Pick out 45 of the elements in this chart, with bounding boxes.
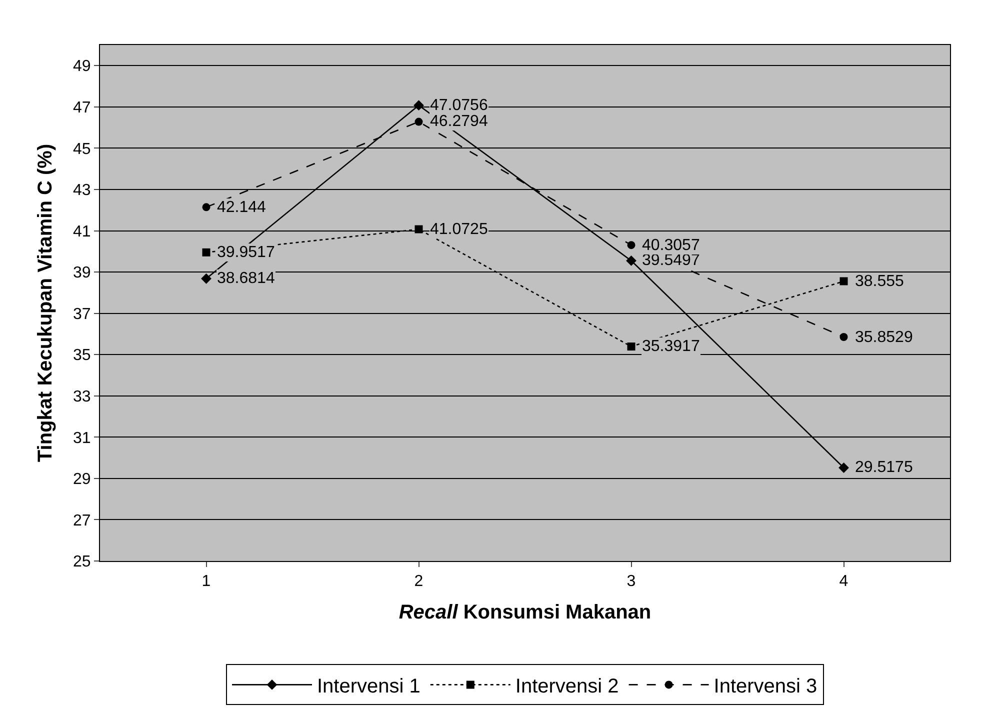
point [838,462,849,473]
data-label: 41.0725 [430,221,488,238]
data-label: 46.2794 [430,113,488,130]
y-tick-label: 45 [73,140,91,158]
point [626,255,636,266]
data-label: 35.3917 [642,338,700,355]
x-tick-label: 1 [202,573,211,590]
y-tick-label: 41 [73,223,91,240]
y-tick-label: 27 [73,512,91,530]
y-tick-label: 37 [73,306,91,323]
y-tick-label: 31 [73,430,91,447]
data-label: 39.9517 [217,244,275,261]
y-tick-label: 25 [73,554,91,571]
x-tick-label: 2 [414,573,424,590]
y-tick-label: 39 [73,264,91,282]
y-tick-label: 35 [73,347,91,364]
data-label: 47.0756 [430,97,488,114]
point [627,342,636,351]
data-label: 35.8529 [855,329,913,346]
point [414,100,424,111]
x-axis-title: Recall Konsumsi Makanan [398,602,652,624]
data-label: 42.144 [217,199,266,216]
y-axis-title: Tingkat Kecukupan Vitamin C (%) [34,144,57,462]
point [202,248,210,256]
point [840,277,848,286]
data-label: 40.3057 [642,237,700,254]
y-tick-label: 47 [73,100,91,117]
x-tick-label: 4 [839,573,848,590]
data-label: 38.555 [855,273,904,290]
point [201,273,212,284]
data-label: 38.6814 [217,270,275,287]
legend-label: Intervensi 2 [515,676,619,698]
point [840,333,848,341]
y-tick-label: 33 [73,388,91,406]
data-label: 29.5175 [855,459,913,476]
legend-label: Intervensi 1 [317,676,420,698]
y-tick-label: 43 [73,182,91,200]
point [202,203,210,212]
point [414,225,423,234]
y-tick-label: 29 [73,471,91,488]
point [627,241,636,250]
x-tick-label: 3 [626,573,636,590]
legend-label: Intervensi 3 [714,676,818,698]
point [414,118,423,126]
y-tick-label: 49 [73,58,91,76]
